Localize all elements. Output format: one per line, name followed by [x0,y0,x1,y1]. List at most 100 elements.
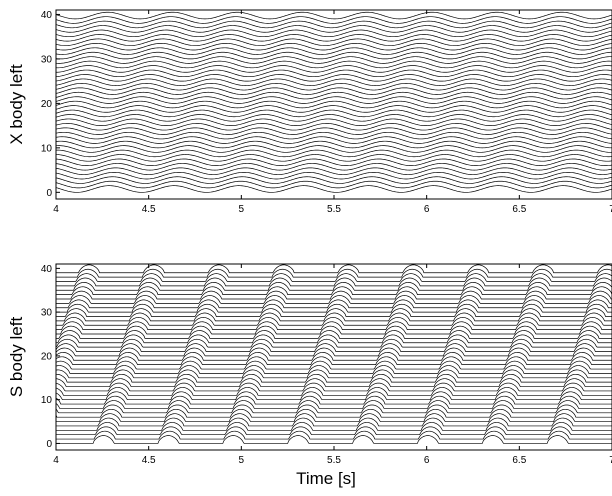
y-tick-label: 20 [41,99,53,110]
x-body-left-series-line [55,56,612,64]
x-body-left-axes-frame [55,9,612,200]
y-tick-label: 30 [41,308,53,319]
x-body-left-series-line [55,167,612,175]
x-body-left-series-line [55,16,612,24]
x-body-left-series-line [55,87,612,95]
x-body-left-series-line [55,60,612,69]
y-tick-label: 0 [46,188,52,199]
s-body-left-series-line [56,273,612,282]
x-body-left-series-line [55,11,612,20]
x-tick-label: 4.5 [142,204,156,215]
y-tick-label: 10 [41,143,53,154]
s-body-left-series-group [55,264,612,444]
x-tick-label: 7 [609,204,612,215]
x-body-left-series-line [55,123,612,131]
s-body-left-series-line [55,387,612,396]
s-body-left-series-line [56,303,612,313]
s-body-left-series-line [56,435,612,444]
s-body-left-series-line [56,308,612,317]
s-body-left-series-line [56,417,612,427]
s-body-left-series-line [55,338,612,348]
x-body-left-series-line [55,105,612,113]
x-body-left-series-line [55,38,612,46]
x-tick-label: 4 [53,455,59,466]
s-body-left-series-line [56,321,612,330]
x-body-left-y-ticks: 0 10 20 30 40 [41,10,60,199]
x-body-left-series-line [55,29,612,38]
x-body-left-plot: 4 4.5 5 5.5 6 6.5 7 0 10 20 30 40 X body left [7,9,612,215]
s-body-left-series-line [55,391,612,401]
y-tick-label: 40 [41,10,53,21]
x-body-left-series-line [55,136,612,144]
s-body-left-axes-frame [55,263,612,451]
s-body-left-series-line [55,365,612,374]
s-body-left-series-line [56,430,612,440]
x-body-left-series-line [55,171,612,180]
x-body-left-series-line [55,34,612,42]
x-body-left-series-line [55,25,612,33]
x-body-left-series-line [55,74,612,82]
x-body-left-series-line [55,131,612,140]
x-body-left-series-line [55,176,612,184]
x-tick-label: 6 [424,204,430,215]
x-body-left-series-line [55,158,612,167]
s-body-left-series-line [56,277,612,287]
x-tick-label: 5 [239,204,245,215]
s-body-left-series-line [56,426,612,436]
s-body-left-series-line [55,356,612,366]
s-body-left-series-line [56,334,612,344]
s-body-left-series-line [55,408,612,418]
s-body-left-series-line [55,369,612,379]
s-body-left-series-line [56,413,612,422]
x-body-left-series-group [55,11,612,193]
y-tick-label: 0 [46,439,52,450]
s-body-left-y-ticks: 0 10 20 30 40 [41,264,60,450]
x-body-left-series-line [55,185,612,193]
s-body-left-series-line [56,286,612,295]
s-body-left-series-line [56,282,612,291]
s-body-left-series-line [56,299,612,309]
y-tick-label: 10 [41,395,53,406]
x-body-left-series-line [55,69,612,78]
x-body-left-series-line [55,127,612,135]
s-body-left-series-line [56,422,612,431]
s-body-left-series-line [55,343,612,352]
x-body-left-series-line [55,83,612,91]
x-body-left-series-line [55,145,612,153]
y-tick-label: 40 [41,264,53,275]
s-body-left-plot: 4 4.5 5 5.5 6 6.5 7 0 10 20 30 40 S body left Time… [7,263,612,488]
x-tick-label: 4.5 [142,455,156,466]
x-body-left-series-line [55,180,612,189]
x-body-left-y-axis-label: X body left [7,64,26,145]
s-body-left-series-line [55,400,612,409]
x-body-left-series-line [55,100,612,109]
s-body-left-x-ticks: 4 4.5 5 5.5 6 6.5 7 [53,264,612,466]
x-body-left-series-line [55,118,612,126]
s-body-left-series-line [56,290,612,300]
x-tick-label: 4 [53,204,59,215]
s-body-left-series-line [55,378,612,387]
x-body-left-series-line [55,51,612,60]
s-body-left-series-line [55,395,612,405]
s-body-left-series-line [55,382,612,392]
s-body-left-series-line [56,325,612,335]
x-tick-label: 6.5 [512,204,526,215]
x-tick-label: 5.5 [327,204,341,215]
s-body-left-y-axis-label: S body left [7,317,26,398]
s-body-left-series-line [55,404,612,414]
s-body-left-series-line [56,312,612,322]
x-body-left-series-line [55,149,612,158]
s-body-left-series-line [55,360,612,370]
x-body-left-series-line [55,47,612,55]
s-body-left-series-line [56,330,612,339]
x-body-left-series-line [55,109,612,118]
x-body-left-series-line [55,43,612,51]
x-body-left-series-line [55,163,612,171]
s-body-left-series-line [55,352,612,361]
y-tick-label: 30 [41,54,53,65]
x-body-left-series-line [55,114,612,122]
s-body-left-series-line [56,268,612,278]
x-body-left-series-line [55,96,612,104]
x-body-left-series-line [55,140,612,149]
